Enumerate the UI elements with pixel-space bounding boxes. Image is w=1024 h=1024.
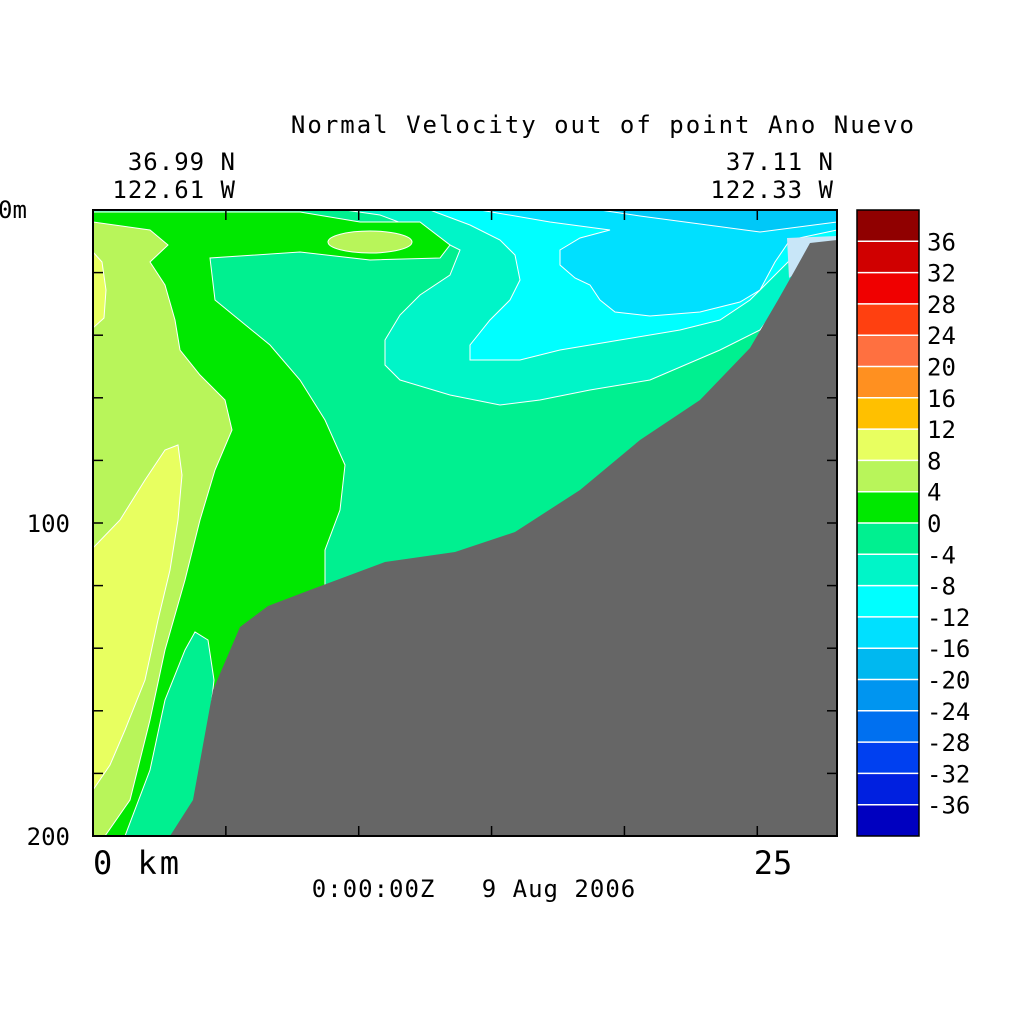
- colorbar-label-2: -28: [927, 729, 970, 757]
- colorbar-swatch-10: [857, 491, 919, 523]
- colorbar-label-17: 32: [927, 260, 956, 288]
- colorbar-labels: -36 -32 -28 -24 -20 -16 -12 -8 -4 0 4 8 12 16 20 24 28 32…: [927, 228, 970, 819]
- contour-level-4-to-8-patch: [327, 230, 413, 254]
- bathymetry-seafloor: [170, 240, 837, 836]
- colorbar-swatch-12: [857, 429, 919, 461]
- colorbar-swatch-14: [857, 366, 919, 398]
- colorbar-swatch-18: [857, 241, 919, 273]
- colorbar-label-6: -12: [927, 604, 970, 632]
- colorbar-label-15: 24: [927, 322, 956, 350]
- colorbar-swatch-4: [857, 679, 919, 711]
- chart-title: Normal Velocity out of point Ano Nuevo: [291, 111, 916, 139]
- colorbar-label-16: 28: [927, 291, 956, 319]
- colorbar-label-11: 8: [927, 447, 941, 475]
- x-tick-label-25: 25: [754, 844, 793, 882]
- colorbar-swatch-16: [857, 303, 919, 336]
- contour-level-8-to-12: [93, 444, 183, 791]
- colorbar-label-0: -36: [927, 792, 970, 820]
- end-lat-label: 37.11 N: [726, 148, 834, 176]
- colorbar-label-8: -4: [927, 541, 956, 569]
- colorbar: [857, 210, 919, 836]
- timestamp-label: 0:00:00Z 9 Aug 2006: [312, 875, 636, 903]
- colorbar-label-4: -20: [927, 667, 970, 695]
- colorbar-frame: [856, 209, 920, 837]
- x-tick-label-0: 0 km: [93, 844, 182, 882]
- colorbar-label-12: 12: [927, 416, 956, 444]
- colorbar-swatch-9: [857, 523, 919, 555]
- contour-level-8-to-12-upper: [93, 251, 107, 329]
- colorbar-swatch-6: [857, 616, 919, 649]
- colorbar-swatch-8: [857, 554, 919, 586]
- colorbar-label-7: -8: [927, 573, 956, 601]
- y-tick-label-0: 0m: [0, 196, 27, 224]
- colorbar-label-18: 36: [927, 228, 956, 256]
- colorbar-swatch-13: [857, 397, 919, 430]
- colorbar-label-13: 16: [927, 385, 956, 413]
- y-tick-label-200: 200: [27, 823, 70, 851]
- colorbar-swatch-11: [857, 460, 919, 492]
- colorbar-label-1: -32: [927, 760, 970, 788]
- colorbar-label-10: 4: [927, 479, 941, 507]
- colorbar-label-9: 0: [927, 510, 941, 538]
- colorbar-swatch-0: [857, 804, 919, 836]
- axis-ticks: [92, 209, 837, 837]
- y-tick-label-100: 100: [27, 510, 70, 538]
- end-lon-label: 122.33 W: [710, 176, 834, 204]
- start-lon-label: 122.61 W: [112, 176, 236, 204]
- colorbar-swatch-15: [857, 335, 919, 367]
- colorbar-swatch-7: [857, 585, 919, 617]
- colorbar-swatch-5: [857, 648, 919, 680]
- colorbar-swatch-19: [857, 210, 919, 242]
- colorbar-label-14: 20: [927, 354, 956, 382]
- colorbar-label-5: -16: [927, 635, 970, 663]
- colorbar-swatch-2: [857, 742, 919, 774]
- colorbar-swatch-17: [857, 272, 919, 304]
- contour-fill-group: [93, 210, 837, 836]
- colorbar-swatch-3: [857, 710, 919, 743]
- colorbar-label-3: -24: [927, 698, 970, 726]
- contour-level-minus20-to-minus16: [599, 210, 837, 233]
- colorbar-swatch-1: [857, 773, 919, 805]
- start-lat-label: 36.99 N: [128, 148, 236, 176]
